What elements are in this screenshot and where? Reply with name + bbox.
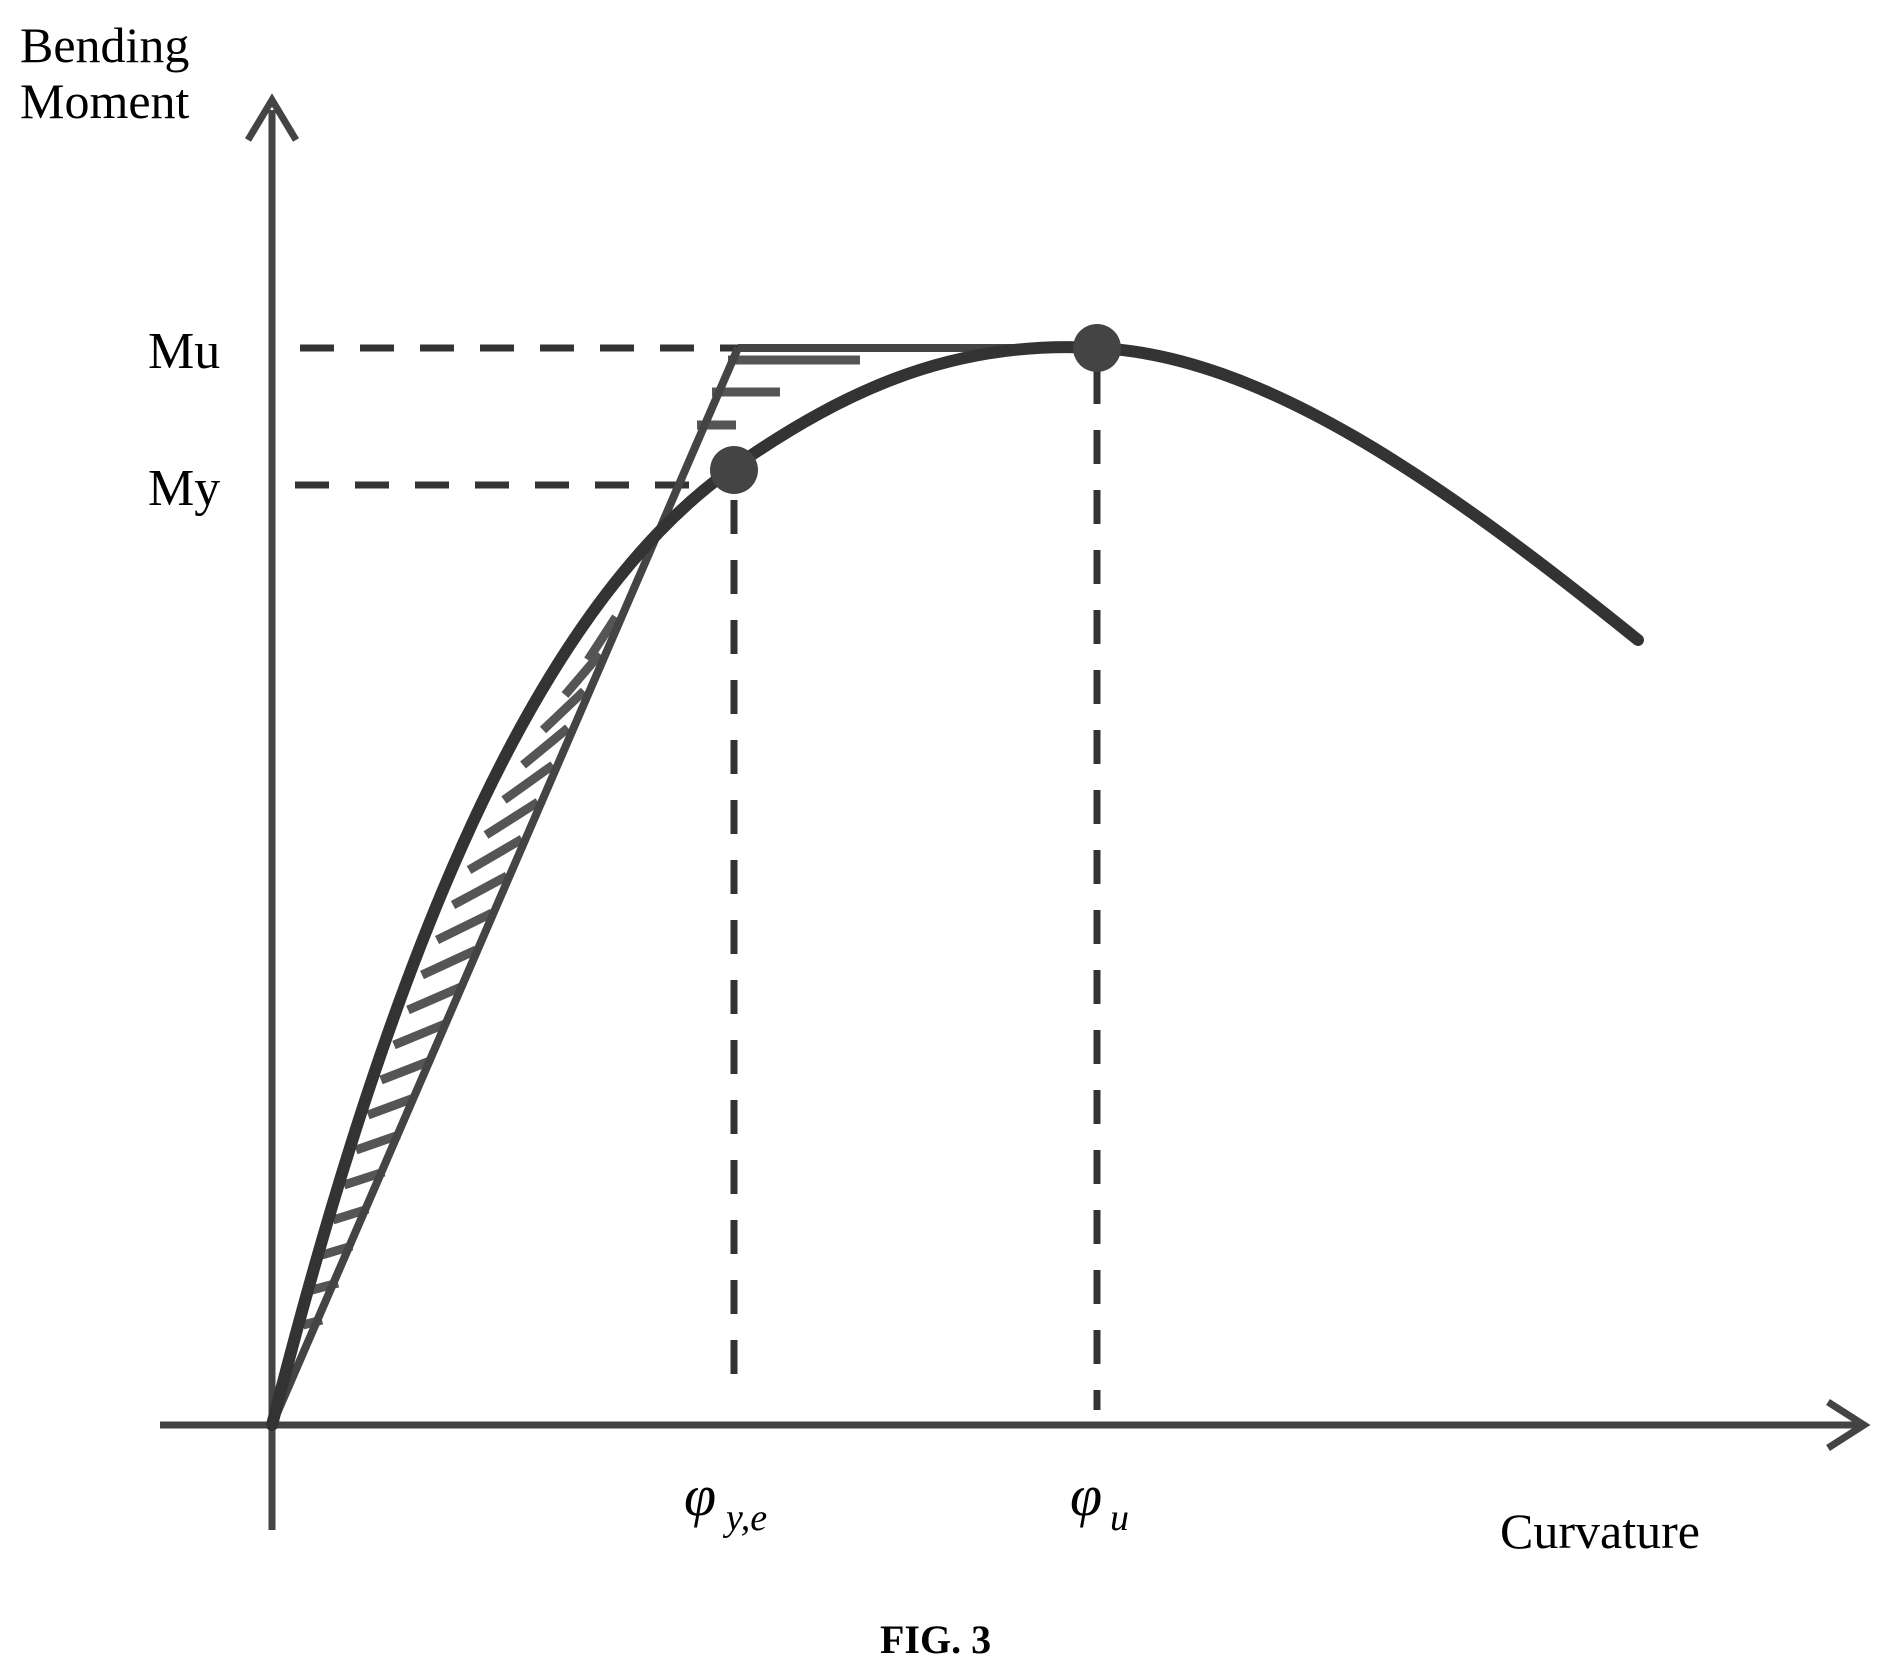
yield-point-marker [710,446,758,494]
phi-y-subscript: y,e [722,1497,767,1539]
hatch-region [301,355,860,1330]
phi-u-subscript: u [1110,1497,1129,1539]
axes [160,93,1871,1530]
idealized-elastic-segment [268,346,742,1427]
moment-curvature-curve [266,341,1644,1431]
phi-y-symbol: φ [684,1463,716,1528]
y-axis-arrow-icon [244,93,300,142]
figure-caption: FIG. 3 [880,1617,991,1662]
x-axis-title: Curvature [1500,1503,1700,1559]
ultimate-point-marker [1073,324,1121,372]
y-axis-title-line2: Moment [20,73,190,129]
mu-label: Mu [148,323,220,380]
y-axis-title-line1: Bending [20,17,189,73]
phi-u-symbol: φ [1070,1463,1102,1528]
x-axis-arrow-icon [1826,1399,1871,1451]
reference-lines [295,344,1101,1410]
my-label: My [148,460,220,517]
